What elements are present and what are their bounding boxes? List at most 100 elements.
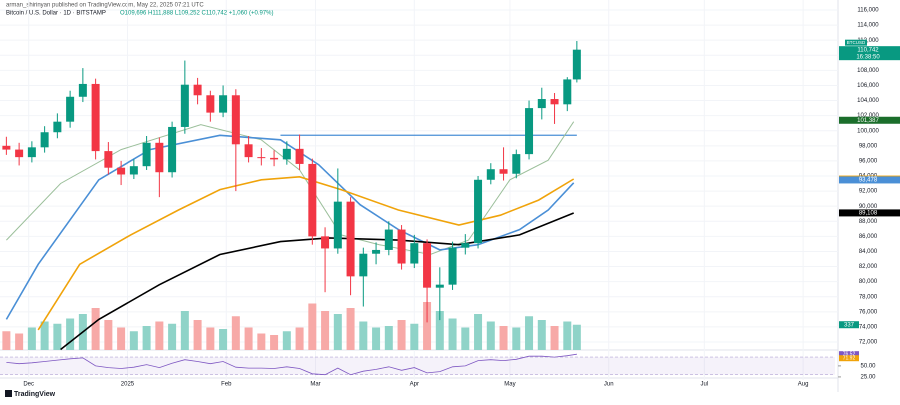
candle-body: [78, 83, 87, 97]
candle-body: [537, 99, 546, 109]
price-tag-label: 93,478: [859, 178, 878, 184]
volume-bar: [397, 320, 406, 350]
candle-body: [91, 83, 100, 152]
volume-bar: [193, 320, 202, 350]
candle-body: [410, 243, 419, 264]
volume-bar: [423, 302, 432, 350]
brand-logo: [5, 390, 12, 397]
y-tick-label: 88,000: [859, 219, 878, 225]
volume-bar: [321, 311, 330, 350]
volume-bar: [486, 321, 495, 350]
candle-body: [525, 108, 534, 155]
candle-body: [2, 145, 11, 150]
volume-tag-label: 337: [844, 322, 855, 328]
x-tick-label: Aug: [798, 382, 809, 388]
candle-body: [448, 247, 457, 285]
price-tag-label: 89,108: [859, 210, 878, 216]
y-tick-label: 72,000: [859, 340, 878, 346]
candle-body: [257, 157, 266, 159]
volume-bar: [219, 329, 228, 350]
volume-bar: [180, 311, 189, 350]
rsi-tag: [839, 355, 859, 362]
x-tick-label: Feb: [221, 382, 232, 388]
y-tick-label: 74,000: [859, 324, 878, 330]
moving-average: [60, 212, 574, 351]
x-tick-label: Mar: [310, 382, 320, 388]
candle-body: [231, 95, 240, 145]
volume-bar: [40, 321, 49, 350]
candle-body: [15, 149, 24, 158]
rsi-band: [0, 357, 835, 375]
volume-bar: [410, 323, 419, 350]
volume-bar: [359, 321, 368, 350]
price-tag: [839, 209, 900, 217]
volume-bar: [129, 331, 138, 350]
volume-bar: [295, 327, 304, 350]
symbol-line: Bitcoin / U.S. Dollar · 1D · BITSTAMP: [6, 11, 106, 17]
y-tick-label: 96,000: [859, 158, 878, 164]
candle-body: [346, 201, 355, 277]
volume-bar: [155, 321, 164, 350]
rsi-tag-label: 71.92: [843, 356, 856, 362]
y-tick-label: 86,000: [859, 234, 878, 240]
volume-bar: [550, 326, 559, 350]
volume-bar: [257, 333, 266, 350]
volume-bar: [435, 311, 444, 350]
candle-body: [244, 144, 253, 158]
candle-body: [359, 253, 368, 277]
y-tick-label: 92,000: [859, 189, 878, 195]
volume-bar: [142, 326, 151, 350]
volume-bar: [474, 314, 483, 350]
volume-bar: [104, 320, 113, 350]
candle-body: [282, 148, 291, 160]
candle-body: [206, 95, 215, 113]
candle-body: [104, 151, 113, 168]
y-tick-label: 80,000: [859, 279, 878, 285]
volume-bar: [512, 327, 521, 350]
volume-bar: [231, 316, 240, 350]
y-tick-label: 104,000: [857, 98, 879, 104]
y-tick-label: 78,000: [859, 294, 878, 300]
author-line: arman_shirinyan published on TradingView…: [6, 3, 204, 9]
candle-body: [129, 166, 138, 175]
rsi-tag: [839, 351, 859, 358]
price-tag: [839, 46, 900, 61]
volume-bar: [66, 318, 75, 350]
candle-body: [461, 243, 470, 248]
candle-body: [486, 169, 495, 180]
volume-bar: [372, 327, 381, 350]
candle-body: [384, 229, 393, 250]
volume-bar: [384, 326, 393, 350]
candle-body: [512, 154, 521, 174]
candle-body: [397, 229, 406, 264]
candle-body: [219, 95, 228, 113]
y-tick-label: 108,000: [857, 68, 879, 74]
y-tick-label: 98,000: [859, 143, 878, 149]
y-tick-label: 76,000: [859, 309, 878, 315]
candle-body: [321, 236, 330, 249]
candle-body: [423, 243, 432, 288]
candle-body: [295, 148, 304, 164]
candle-body: [372, 249, 381, 254]
candle-body: [142, 142, 151, 167]
volume-bar: [2, 331, 11, 350]
volume-bar: [206, 327, 215, 350]
y-tick-label: 84,000: [859, 249, 878, 255]
rsi-tick-label: 25.00: [860, 374, 876, 380]
candle-body: [308, 163, 317, 237]
price-tag-sublabel: 16:38:50: [856, 54, 880, 60]
x-tick-label: Apr: [410, 382, 419, 388]
candle-body: [155, 142, 164, 173]
volume-bar: [244, 327, 253, 350]
rsi-line: [6, 353, 577, 376]
volume-bar: [308, 303, 317, 350]
volume-bar: [461, 327, 470, 350]
volume-bar: [91, 308, 100, 350]
y-tick-label: 106,000: [857, 83, 879, 89]
volume-bar: [333, 314, 342, 350]
y-tick-label: 112,000: [857, 38, 879, 44]
volume-bar: [270, 335, 279, 350]
y-tick-label: 82,000: [859, 264, 878, 270]
x-tick-label: Jul: [700, 382, 708, 388]
